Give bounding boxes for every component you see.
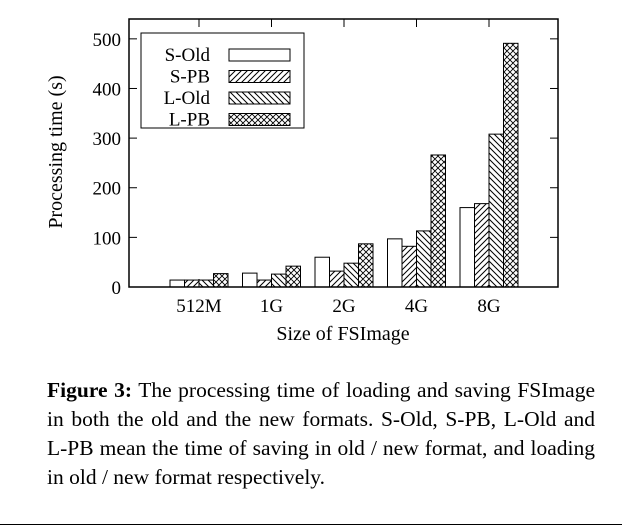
legend-label: L-Old xyxy=(164,88,211,109)
bar-l-old-2g xyxy=(343,262,359,288)
legend-label: S-Old xyxy=(165,45,211,66)
caption-label: Figure 3: xyxy=(47,378,132,402)
y-axis-label: Processing time (s) xyxy=(45,75,67,228)
caption-text: The processing time of loading and savin… xyxy=(47,378,595,489)
bar-s-pb-4g xyxy=(401,245,417,288)
x-tick-label: 2G xyxy=(332,296,356,317)
legend-label: L-PB xyxy=(169,110,210,131)
y-tick-label: 0 xyxy=(112,278,122,299)
bar-l-pb-4g xyxy=(430,154,446,288)
bar-s-old-1g xyxy=(242,272,258,288)
plot-frame xyxy=(128,18,559,288)
y-tick-label: 200 xyxy=(93,179,122,200)
x-tick-label: 4G xyxy=(405,296,429,317)
bar-s-old-512m xyxy=(169,279,185,288)
y-tick-label: 100 xyxy=(93,228,122,249)
bars xyxy=(169,42,519,288)
x-tick-label: 8G xyxy=(477,296,501,317)
x-tick-label: 512M xyxy=(176,296,222,317)
bar-l-pb-2g xyxy=(358,243,374,288)
bar-l-old-8g xyxy=(488,133,504,288)
bar-s-pb-1g xyxy=(256,279,272,288)
legend-swatch xyxy=(228,48,291,62)
legend-swatch xyxy=(228,70,291,83)
legend-swatch xyxy=(228,91,291,105)
bar-s-pb-2g xyxy=(329,270,345,288)
bar-l-old-4g xyxy=(416,230,432,288)
x-axis-label: Size of FSImage xyxy=(276,323,409,345)
y-tick-label: 300 xyxy=(93,129,122,150)
page-rule xyxy=(0,524,622,525)
bar-l-pb-512m xyxy=(213,273,229,288)
bar-l-pb-1g xyxy=(285,265,301,288)
bar-l-pb-8g xyxy=(503,42,519,288)
figure-caption: Figure 3: The processing time of loading… xyxy=(47,376,595,492)
bar-s-old-4g xyxy=(387,238,403,288)
bar-s-old-2g xyxy=(314,256,330,288)
y-tick-label: 400 xyxy=(93,79,122,100)
bar-s-pb-512m xyxy=(184,279,200,288)
bar-l-old-512m xyxy=(198,279,214,288)
legend-swatch xyxy=(228,113,291,126)
axis-ticks: 0 100 200 300 400 500 512M 1G 2G 4G 8G xyxy=(93,19,558,317)
bar-l-old-1g xyxy=(271,273,287,288)
bar-s-pb-8g xyxy=(474,203,490,288)
bar-s-old-8g xyxy=(459,207,475,288)
x-tick-label: 1G xyxy=(260,296,284,317)
y-tick-label: 500 xyxy=(93,30,122,51)
legend-label: S-PB xyxy=(170,67,210,88)
